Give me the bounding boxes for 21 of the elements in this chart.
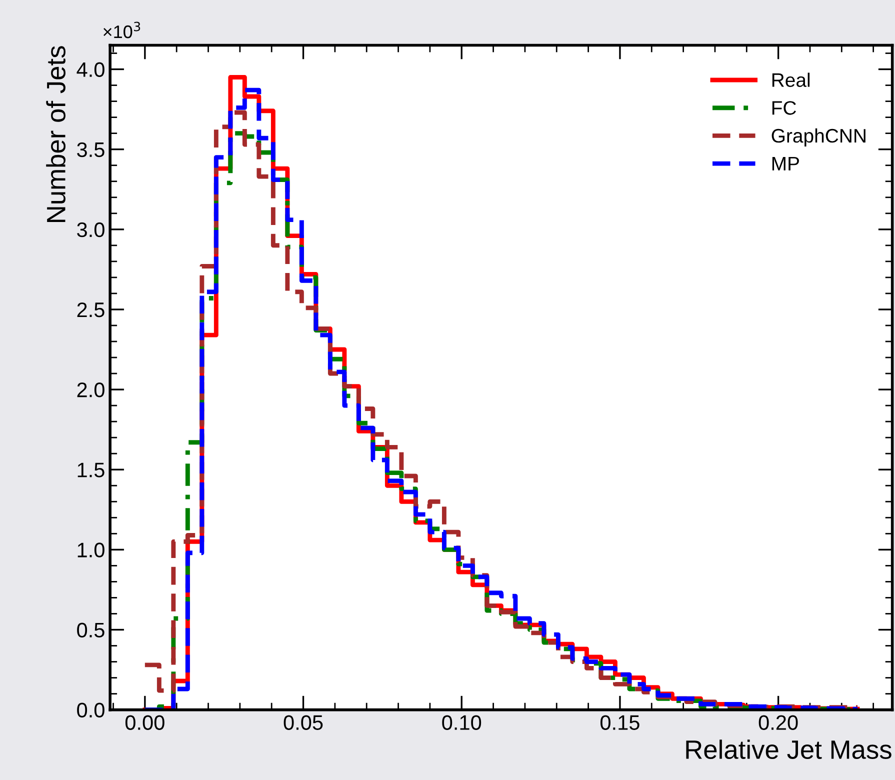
text: ×10$^{3}$: [104, 22, 140, 38]
x-tick-label: 0.05: [284, 715, 323, 730]
legend-label: Real: [772, 72, 810, 87]
y-tick-label: 3.5: [77, 142, 104, 158]
y-tick-label: 3.0: [77, 222, 104, 238]
y-tick-label: 2.0: [77, 382, 104, 398]
x-tick-label: 0.15: [600, 715, 640, 730]
y-tick-label: 0.5: [77, 622, 104, 638]
legend-label: FC: [772, 101, 796, 115]
y-tick-label: 1.0: [78, 542, 104, 558]
y-tick-label: 2.5: [77, 302, 104, 318]
x-tick-label: 0.00: [125, 715, 164, 730]
y-axis-title: Number of Jets: [46, 46, 66, 222]
y-tick-label: 4.0: [76, 62, 104, 78]
y-tick-label: 0.0: [77, 702, 104, 718]
legend-label: MP: [772, 156, 799, 170]
x-axis-title: Relative Jet Mass: [686, 740, 892, 760]
x-tick-label: 0.10: [442, 715, 482, 730]
x-tick-label: 0.20: [758, 715, 798, 730]
legend-label: GraphCNN: [772, 128, 866, 147]
y-tick-label: 1.5: [78, 462, 104, 478]
